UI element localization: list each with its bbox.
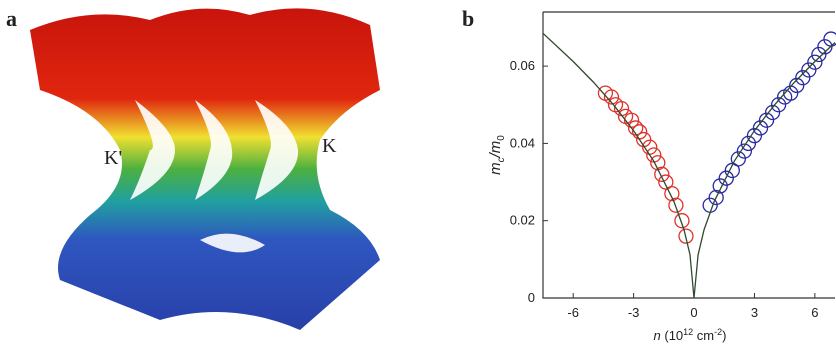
band-structure — [30, 8, 380, 330]
x-axis-label-part: 12 — [683, 327, 693, 337]
x-axis-label-part: ) — [722, 328, 726, 343]
y-tick-label: 0 — [528, 290, 535, 305]
data-point — [789, 77, 805, 94]
data-point — [807, 54, 823, 70]
y-tick-label: 0.02 — [510, 213, 535, 228]
data-point — [718, 170, 734, 186]
data-point — [795, 70, 811, 86]
data-point — [764, 104, 781, 121]
plot: 00.020.040.06-6 -3 0 3 6n (1012 cm-2)mc/m0 — [487, 11, 836, 343]
x-axis-label-part: cm — [693, 328, 714, 343]
fit-curve — [542, 32, 836, 299]
data-point — [811, 46, 827, 63]
data-point — [746, 128, 763, 144]
x-tick-label: 3 — [751, 305, 758, 320]
axis-frame — [542, 11, 835, 299]
y-axis-label-part: /m — [487, 141, 504, 159]
x-tick-label: 0 — [690, 305, 697, 320]
valley-label: K' — [104, 147, 122, 169]
data-point — [603, 89, 620, 105]
y-axis-label-part: c — [496, 157, 507, 162]
data-point — [654, 166, 670, 182]
data-point — [674, 213, 690, 229]
x-axis-label-part: -2 — [714, 327, 722, 337]
x-tick-label: 6 — [811, 305, 818, 320]
data-point — [664, 185, 680, 202]
panel-label: a — [6, 6, 17, 31]
x-axis-label-part: (10 — [661, 328, 683, 343]
y-axis-label: mc/m0 — [487, 135, 507, 175]
data-point — [668, 197, 684, 213]
data-point — [736, 143, 753, 159]
data-point — [801, 62, 817, 78]
data-point — [730, 151, 746, 167]
panel-label: b — [462, 6, 474, 31]
data-point — [708, 189, 724, 206]
data-point — [817, 39, 833, 55]
x-axis-label: n (1012 cm-2) — [654, 327, 727, 343]
y-axis-label-part: 0 — [496, 135, 507, 141]
y-tick-label: 0.04 — [510, 135, 535, 150]
valley-label: K — [322, 135, 337, 157]
data-point — [758, 112, 775, 128]
data-point — [770, 97, 787, 113]
data-point — [678, 228, 694, 244]
data-point — [752, 120, 769, 136]
data-point — [712, 178, 728, 194]
data-point — [646, 147, 662, 163]
data-point — [740, 135, 757, 152]
x-tick-label: -6 — [567, 305, 579, 320]
y-axis-label-part: m — [487, 162, 504, 175]
x-tick-label: -3 — [628, 305, 640, 320]
y-tick-label: 0.06 — [510, 58, 535, 73]
x-axis-label-part: n — [654, 328, 661, 343]
